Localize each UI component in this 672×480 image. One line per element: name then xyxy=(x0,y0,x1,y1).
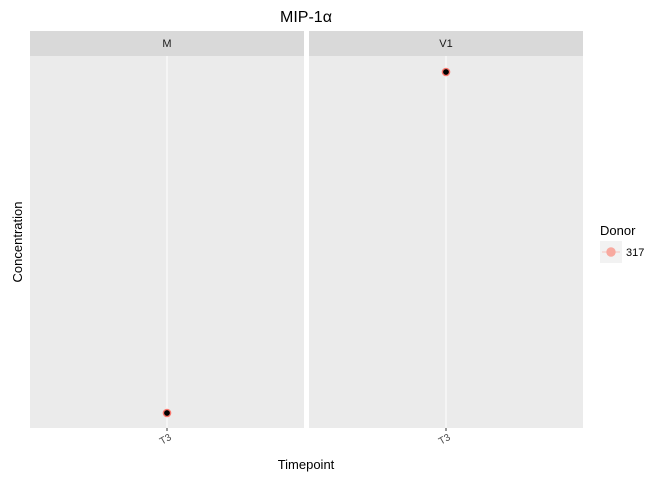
facet-strip xyxy=(309,31,583,56)
legend-entry-label: 317 xyxy=(626,247,644,259)
x-tick-label: T3 xyxy=(437,432,453,448)
data-point xyxy=(162,408,172,418)
legend-title: Donor xyxy=(600,223,636,238)
x-tick-label: T3 xyxy=(158,432,174,448)
facet-group: M T3 V1 T3 xyxy=(30,31,583,448)
data-point xyxy=(441,67,451,77)
chart-title: MIP-1α xyxy=(280,9,332,26)
facet-strip-label: M xyxy=(162,38,171,50)
y-axis-title: Concentration xyxy=(10,202,25,283)
legend: Donor 317 xyxy=(600,223,644,263)
facet-strip-label: V1 xyxy=(439,38,452,50)
legend-key-point xyxy=(606,247,616,257)
x-axis-title: Timepoint xyxy=(278,457,335,472)
facet-strip xyxy=(30,31,304,56)
